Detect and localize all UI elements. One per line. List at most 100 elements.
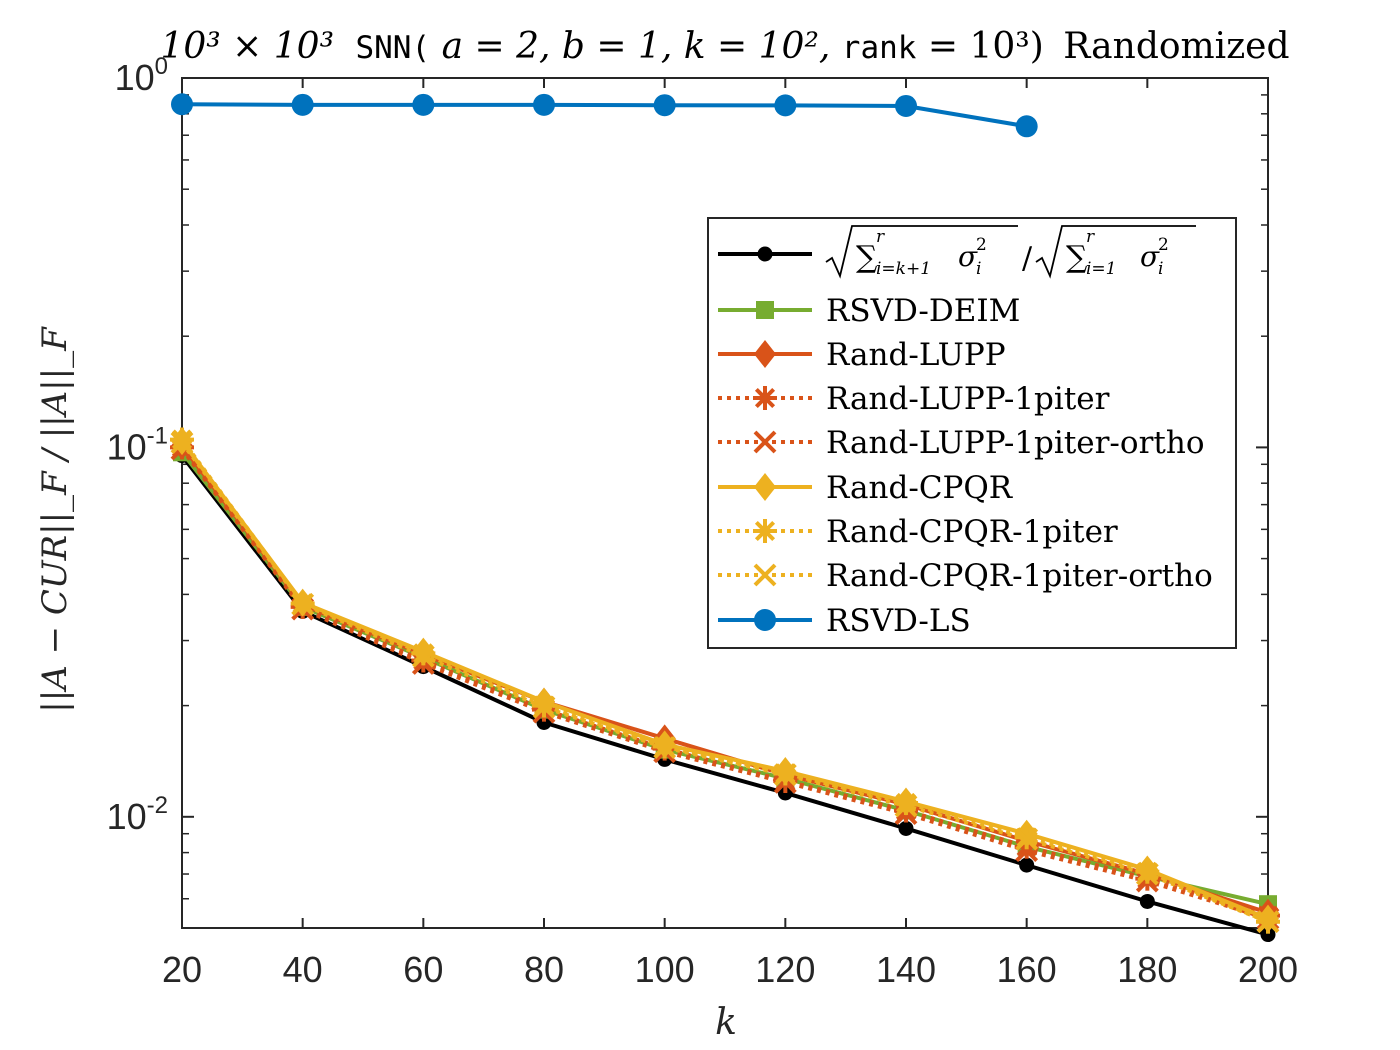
title-params: a = 2, b = 1, k = 10², bbox=[442, 26, 831, 67]
data-point bbox=[532, 695, 556, 719]
legend-label: Rand-CPQR-1piter bbox=[826, 514, 1118, 550]
legend-marker bbox=[753, 519, 777, 543]
data-point bbox=[291, 592, 315, 616]
data-point bbox=[895, 94, 917, 117]
data-point bbox=[411, 644, 435, 668]
legend-marker bbox=[753, 386, 777, 410]
svg-text:σ: σ bbox=[958, 240, 978, 273]
legend-entry: Rand-CPQR bbox=[718, 470, 1014, 506]
data-point bbox=[170, 431, 194, 455]
data-point bbox=[1256, 910, 1280, 934]
legend-label: RSVD-LS bbox=[826, 603, 971, 639]
x-tick-label: 180 bbox=[1117, 949, 1177, 990]
y-tick-label: 10-1 bbox=[107, 422, 168, 467]
svg-text:2: 2 bbox=[976, 235, 987, 255]
x-tick-label: 40 bbox=[283, 949, 323, 990]
legend: ∑ri=k+1 σ2i / ∑ri=1 σ2iRSVD-DEIMRand-LUPPRan… bbox=[707, 217, 1237, 649]
data-point bbox=[773, 763, 797, 787]
legend-marker bbox=[753, 430, 777, 454]
plot-box bbox=[181, 77, 1269, 929]
legend-marker bbox=[753, 563, 777, 587]
svg-text:∑: ∑ bbox=[1066, 240, 1088, 275]
legend-marker bbox=[754, 340, 776, 368]
svg-text:i: i bbox=[976, 259, 981, 279]
legend-box bbox=[707, 217, 1237, 649]
series-line bbox=[180, 439, 1269, 921]
chart-title: 10³ × 10³ SNN( a = 2, b = 1, k = 10², ra… bbox=[160, 26, 1289, 67]
legend-marker bbox=[754, 609, 776, 631]
x-tick-label: 100 bbox=[635, 949, 695, 990]
data-point bbox=[898, 820, 914, 836]
data-point bbox=[170, 427, 194, 452]
legend-marker bbox=[754, 473, 776, 501]
data-point bbox=[894, 794, 918, 818]
data-point bbox=[536, 715, 552, 731]
legend-entry: Rand-CPQR-1piter bbox=[718, 514, 1118, 550]
data-point bbox=[291, 93, 314, 116]
legend-entry: ∑ri=k+1 σ2i / ∑ri=1 σ2i bbox=[718, 225, 1196, 279]
svg-text:i=k+1: i=k+1 bbox=[876, 259, 931, 279]
legend-label: Rand-CPQR bbox=[826, 470, 1014, 506]
series-rand-cpqr-1piter-ortho bbox=[170, 431, 1280, 934]
data-point bbox=[1139, 893, 1155, 909]
title-code-snn: SNN( bbox=[355, 30, 430, 66]
data-point bbox=[171, 93, 193, 116]
series-line bbox=[180, 446, 1269, 918]
svg-text:r: r bbox=[1086, 227, 1095, 247]
x-tick-label: 140 bbox=[876, 949, 936, 990]
title-code-rank: rank bbox=[842, 30, 917, 66]
series-line bbox=[180, 447, 1269, 921]
data-point bbox=[1015, 827, 1039, 851]
legend-entry: Rand-CPQR-1piter-ortho bbox=[718, 558, 1213, 594]
x-tick-label: 120 bbox=[755, 949, 815, 990]
title-suffix: Randomized bbox=[1063, 26, 1289, 67]
y-tick-label: 100 bbox=[115, 53, 168, 98]
data-point bbox=[653, 94, 676, 117]
data-point bbox=[533, 93, 555, 116]
legend-label: Rand-LUPP-1piter-ortho bbox=[826, 425, 1204, 461]
data-point bbox=[653, 736, 677, 759]
legend-marker bbox=[757, 246, 773, 262]
data-point bbox=[1015, 115, 1038, 138]
legend-entry: RSVD-LS bbox=[718, 603, 971, 639]
data-point bbox=[1019, 857, 1035, 873]
x-tick-label: 160 bbox=[997, 949, 1057, 990]
data-point bbox=[774, 94, 797, 117]
svg-text:i=1: i=1 bbox=[1086, 259, 1117, 279]
legend-label: Rand-CPQR-1piter-ortho bbox=[826, 558, 1213, 594]
series-layer bbox=[170, 93, 1280, 943]
svg-text:σ: σ bbox=[1140, 240, 1160, 273]
data-point bbox=[412, 93, 435, 116]
x-tick-label: 20 bbox=[162, 949, 202, 990]
legend-label: RSVD-DEIM bbox=[826, 293, 1020, 329]
series-rsvd-ls bbox=[171, 93, 1038, 138]
legend-entry: Rand-LUPP bbox=[718, 337, 1006, 373]
axes: 20 40 60 80 100 120 140 160 180 200 100 10-1 10-2 bbox=[107, 53, 1298, 990]
legend-entry: RSVD-DEIM bbox=[718, 293, 1020, 329]
x-tick-label: 60 bbox=[403, 949, 443, 990]
legend-entry: Rand-LUPP-1piter bbox=[718, 381, 1110, 417]
data-point bbox=[1135, 862, 1159, 886]
svg-text:2: 2 bbox=[1158, 235, 1169, 255]
x-tick-label: 200 bbox=[1238, 949, 1298, 990]
y-tick-label: 10-2 bbox=[107, 792, 168, 837]
title-size: 10³ × 10³ bbox=[160, 26, 334, 67]
svg-text:r: r bbox=[876, 227, 885, 247]
title-eq: = 10³) bbox=[928, 26, 1044, 67]
legend-entry: Rand-LUPP-1piter-ortho bbox=[718, 425, 1204, 461]
legend-label: Rand-LUPP bbox=[826, 337, 1006, 373]
svg-text:/: / bbox=[1022, 241, 1033, 276]
data-point bbox=[1260, 927, 1276, 943]
legend-marker bbox=[756, 301, 774, 319]
y-axis-label: ||A − CUR||_F / ||A||_F bbox=[35, 326, 75, 713]
series-line bbox=[180, 454, 1269, 937]
legend-label: Rand-LUPP-1piter bbox=[826, 381, 1110, 417]
svg-text:∑: ∑ bbox=[856, 240, 878, 275]
series-line bbox=[181, 102, 1027, 129]
svg-text:i: i bbox=[1158, 259, 1163, 279]
legend-label-ratio: ∑ri=k+1 σ2i / ∑ri=1 σ2i bbox=[825, 225, 1196, 279]
x-axis-label: k bbox=[715, 1002, 737, 1043]
x-tick-label: 80 bbox=[524, 949, 564, 990]
series-line bbox=[180, 441, 1269, 924]
